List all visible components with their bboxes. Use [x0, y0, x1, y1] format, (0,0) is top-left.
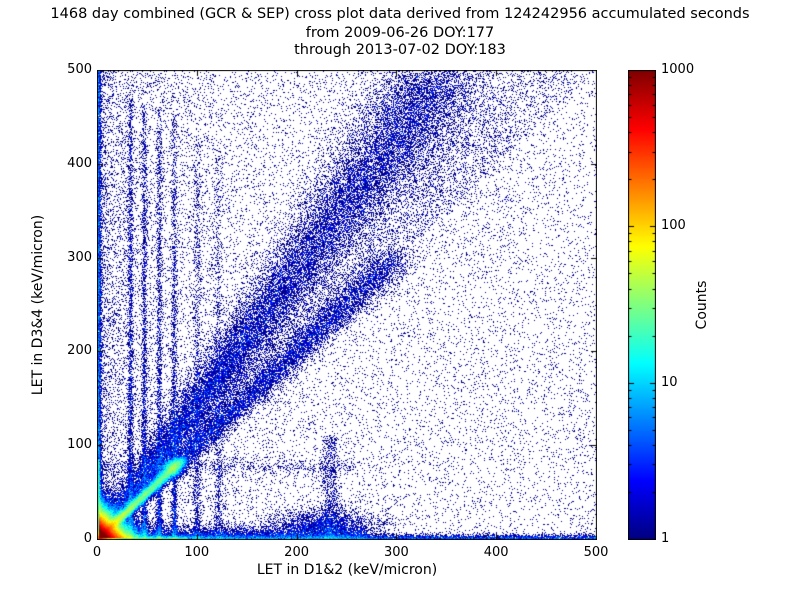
- x-axis-label: LET in D1&2 (keV/micron): [256, 562, 438, 578]
- x-tick-500: 500: [583, 545, 609, 560]
- x-tick-400: 400: [483, 545, 509, 560]
- x-tick-0: 0: [92, 545, 102, 560]
- colorbar-tick-100: 100: [661, 218, 686, 234]
- figure-title: 1468 day combined (GCR & SEP) cross plot…: [50, 6, 750, 22]
- colorbar-tick-1000: 1000: [661, 62, 695, 77]
- y-tick-200: 200: [67, 343, 92, 359]
- colorbar-label: Counts: [694, 280, 710, 330]
- plot-area: [97, 70, 597, 540]
- figure-subtitle-through: through 2013-07-02 DOY:183: [294, 42, 506, 58]
- figure-subtitle-from: from 2009-06-26 DOY:177: [305, 25, 495, 41]
- x-tick-300: 300: [383, 545, 409, 560]
- colorbar: [628, 70, 656, 540]
- y-tick-100: 100: [67, 437, 92, 453]
- y-tick-500: 500: [67, 62, 92, 77]
- colorbar-tick-10: 10: [661, 374, 678, 390]
- y-tick-300: 300: [67, 249, 92, 265]
- let-crossplot-heatmap: [97, 70, 597, 540]
- x-tick-100: 100: [184, 545, 210, 560]
- y-tick-0: 0: [83, 531, 92, 546]
- x-tick-200: 200: [284, 545, 309, 560]
- colorbar-tick-1: 1: [661, 531, 670, 546]
- y-axis-label: LET in D3&4 (keV/micron): [30, 214, 46, 396]
- y-tick-400: 400: [67, 155, 92, 171]
